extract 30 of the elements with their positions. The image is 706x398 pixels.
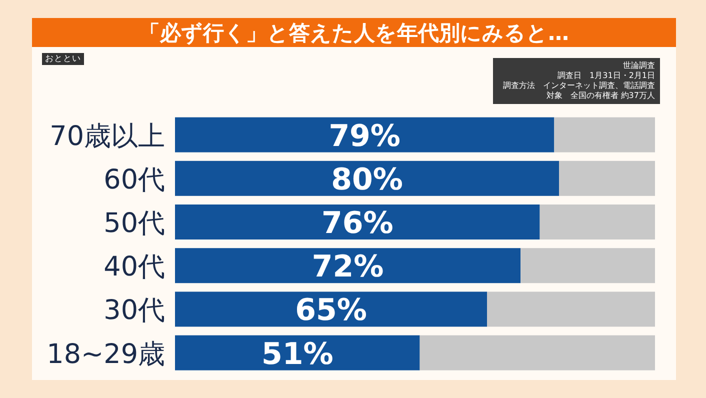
bar	[175, 335, 420, 370]
y-tick-label: 50代	[104, 208, 165, 239]
bar	[175, 292, 487, 327]
y-tick-label: 18~29歳	[46, 338, 165, 370]
y-tick-label: 70歳以上	[50, 120, 165, 152]
bar	[554, 117, 655, 152]
y-tick-label: 40代	[104, 252, 165, 283]
bar	[175, 204, 540, 240]
bar	[175, 248, 521, 284]
text: おととい	[45, 54, 81, 64]
y-tick-label: 30代	[104, 295, 165, 326]
data-label: 76%	[321, 206, 394, 241]
chart-title: 「必ず行く」と答えた人を年代別にみると…	[139, 21, 569, 45]
text: 調査日 1月31日・2月1日	[558, 71, 655, 80]
text: 対象 全国の有権者 約37万人	[546, 91, 655, 100]
data-label: 51%	[261, 336, 334, 372]
bar	[175, 160, 559, 196]
bar	[520, 248, 655, 284]
data-label: 65%	[295, 293, 367, 328]
bar	[420, 335, 655, 370]
bar	[559, 160, 655, 196]
data-label: 72%	[312, 250, 384, 285]
bar	[540, 204, 655, 240]
bar	[175, 117, 554, 152]
data-label: 79%	[328, 118, 401, 154]
bar	[487, 292, 655, 327]
text: 世論調査	[623, 61, 655, 70]
y-tick-label: 60代	[104, 164, 165, 196]
data-label: 80%	[331, 162, 403, 198]
text: 調査方法 インターネット調査、電話調査	[503, 81, 655, 90]
